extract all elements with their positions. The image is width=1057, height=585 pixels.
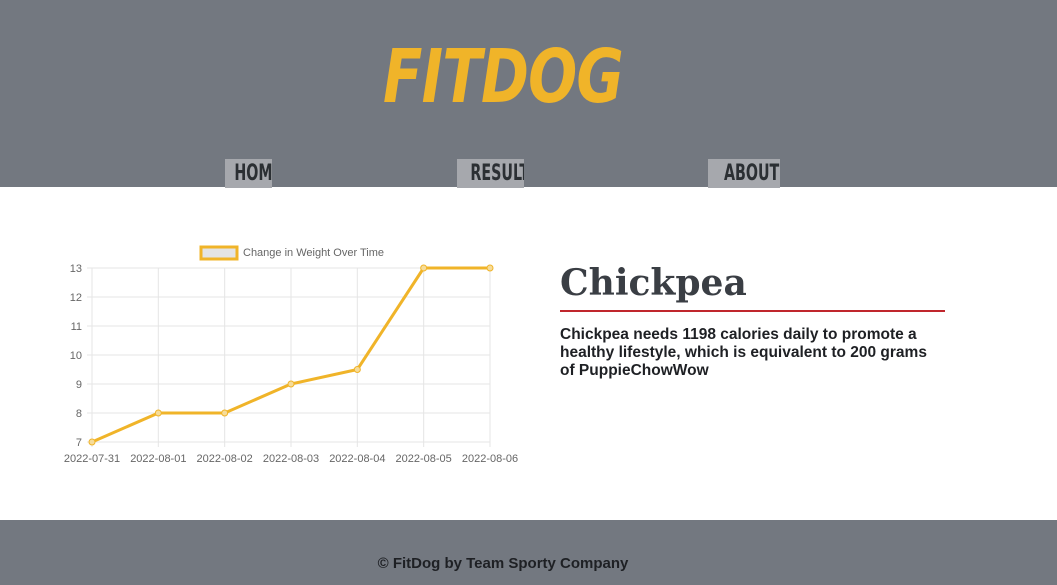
chart-data-point bbox=[88, 438, 96, 446]
chart-legend-swatch bbox=[199, 245, 239, 261]
chart-x-tick-label: 2022-08-05 bbox=[396, 453, 452, 465]
chart-y-tick-label: 11 bbox=[71, 321, 82, 333]
site-logo[interactable]: FITDOG bbox=[383, 34, 624, 120]
chart-x-tick-label: 2022-08-01 bbox=[130, 453, 186, 465]
weight-chart: 7 8 9 10 11 12 13 2022-07-31 2022-08-01 2022-08-0… bbox=[64, 245, 518, 465]
chart-y-tick-label: 9 bbox=[76, 379, 82, 391]
nav-home[interactable]: HOME bbox=[225, 159, 272, 188]
dog-calorie-description: Chickpea needs 1198 calories daily to pr… bbox=[560, 326, 927, 379]
nav-home-label: HOME bbox=[234, 161, 272, 186]
chart-y-tick-label: 13 bbox=[70, 263, 82, 275]
chart-x-tick-label: 2022-08-03 bbox=[263, 453, 319, 465]
chart-data-point bbox=[486, 264, 494, 272]
nav-results[interactable]: RESULTS bbox=[457, 159, 524, 188]
chart-data-point bbox=[353, 366, 361, 373]
dog-name-heading: Chickpea bbox=[560, 258, 945, 312]
chart-x-tick-label: 2022-08-02 bbox=[197, 453, 253, 465]
chart-x-tick-label: 2022-08-06 bbox=[462, 453, 518, 465]
chart-y-tick-label: 12 bbox=[70, 292, 82, 304]
site-header: FITDOG HOME RESULTS ABOUT US bbox=[0, 0, 1057, 188]
chart-y-tick-label: 10 bbox=[70, 350, 82, 362]
chart-data-point bbox=[221, 409, 229, 417]
chart-data-point bbox=[287, 380, 295, 388]
chart-x-tick-label: 2022-07-31 bbox=[64, 453, 120, 465]
chart-data-point bbox=[420, 264, 428, 272]
nav-about-us[interactable]: ABOUT US bbox=[708, 159, 780, 188]
dog-info-panel: Chickpea Chickpea needs 1198 calories da… bbox=[560, 258, 945, 380]
chart-y-tick-label: 8 bbox=[76, 408, 82, 420]
chart-data-point bbox=[154, 409, 162, 417]
chart-x-tick-label: 2022-08-04 bbox=[329, 453, 385, 465]
chart-legend-label: Change in Weight Over Time bbox=[243, 247, 384, 259]
footer-copyright: © FitDog by Team Sporty Company bbox=[377, 555, 629, 572]
nav-results-label: RESULTS bbox=[470, 161, 524, 186]
nav-about-us-label: ABOUT US bbox=[723, 161, 780, 186]
site-footer: © FitDog by Team Sporty Company bbox=[0, 520, 1057, 585]
chart-y-tick-label: 7 bbox=[76, 437, 82, 449]
